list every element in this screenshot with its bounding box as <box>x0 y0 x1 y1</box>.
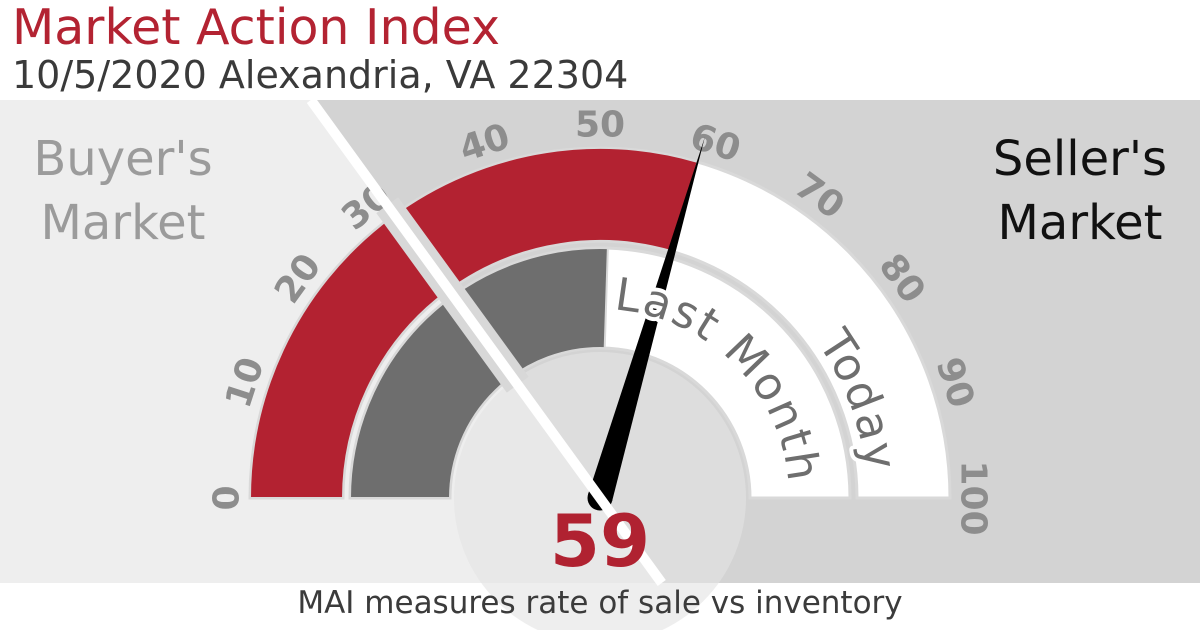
buyers-market-label: Buyer's Market <box>17 127 229 255</box>
buyers-market-line1: Buyer's <box>33 131 213 187</box>
sellers-market-line2: Market <box>997 195 1163 251</box>
sellers-market-line1: Seller's <box>992 131 1168 187</box>
svg-text:0: 0 <box>207 485 248 510</box>
buyer-seller-threshold-line <box>306 97 666 586</box>
svg-text:50: 50 <box>575 105 625 146</box>
date-location-subtitle: 10/5/2020 Alexandria, VA 22304 <box>12 53 629 97</box>
mai-caption: MAI measures rate of sale vs inventory <box>297 585 903 621</box>
page-title: Market Action Index <box>12 0 500 56</box>
current-mai-value: 59 <box>550 499 650 583</box>
buyers-market-line2: Market <box>40 195 206 251</box>
sellers-market-label: Seller's Market <box>974 127 1186 255</box>
svg-text:100: 100 <box>953 460 994 535</box>
